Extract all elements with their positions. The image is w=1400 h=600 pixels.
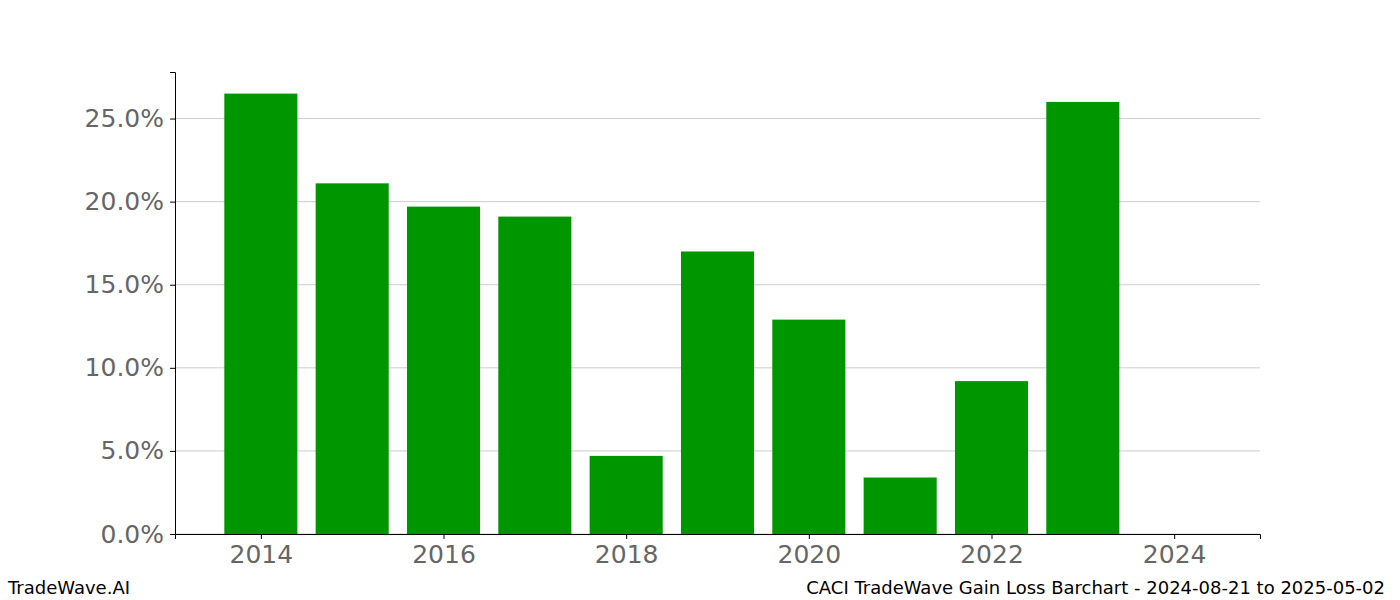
bar [498,217,571,534]
x-tick-label: 2018 [595,540,659,569]
y-tick: 25.0% [85,104,175,133]
y-tick-mark [170,368,175,369]
y-tick-mark [170,285,175,286]
x-tick-mark [991,534,992,539]
x-tick-mark [809,534,810,539]
y-axis: 0.0% 5.0% 10.0% 15.0% 20.0% 25.0% [85,73,176,549]
bar [316,183,389,534]
x-axis-line [176,535,1261,540]
x-tick-label: 2014 [230,540,294,569]
y-tick: 0.0% [100,520,175,549]
y-tick: 5.0% [100,436,175,465]
bars [224,94,1119,534]
x-tick-mark [626,534,627,539]
y-tick-label: 10.0% [85,353,164,382]
footer-title: CACI TradeWave Gain Loss Barchart - 2024… [806,577,1385,598]
bar [590,456,663,534]
y-tick-label: 5.0% [100,436,164,465]
y-tick-label: 25.0% [85,104,164,133]
bar [1138,534,1211,535]
x-tick-label: 2024 [1143,540,1207,569]
bar [772,320,845,534]
bar [407,207,480,534]
y-tick: 10.0% [85,353,175,382]
x-tick: 2024 [1143,534,1207,569]
footer-brand: TradeWave.AI [7,577,130,598]
y-tick-label: 0.0% [100,520,164,549]
y-tick-mark [170,202,175,203]
x-tick: 2020 [778,534,842,569]
y-tick-mark [170,119,175,120]
x-axis: 2014 2016 2018 2020 2022 2024 [176,534,1261,569]
x-tick-mark [444,534,445,539]
y-tick: 15.0% [85,270,175,299]
x-tick: 2014 [230,534,294,569]
x-tick: 2018 [595,534,659,569]
bar [1046,102,1119,534]
y-tick-mark [170,451,175,452]
x-tick-label: 2022 [960,540,1024,569]
x-tick-mark [261,534,262,539]
y-axis-line [170,73,176,535]
y-tick-label: 20.0% [85,187,164,216]
x-tick-mark [1174,534,1175,539]
chart: 2014 2016 2018 2020 2022 2024 0.0% 5.0% 10.0% 15.… [0,0,1400,600]
bar [864,477,937,534]
x-tick: 2022 [960,534,1024,569]
bar [224,94,297,534]
bar [681,251,754,534]
y-tick-mark [170,534,175,535]
bar [955,381,1028,534]
y-tick-label: 15.0% [85,270,164,299]
plot: 2014 2016 2018 2020 2022 2024 0.0% 5.0% 10.0% 15.… [85,73,1261,569]
x-tick-label: 2020 [778,540,842,569]
x-tick-label: 2016 [412,540,476,569]
x-tick: 2016 [412,534,476,569]
y-tick: 20.0% [85,187,175,216]
